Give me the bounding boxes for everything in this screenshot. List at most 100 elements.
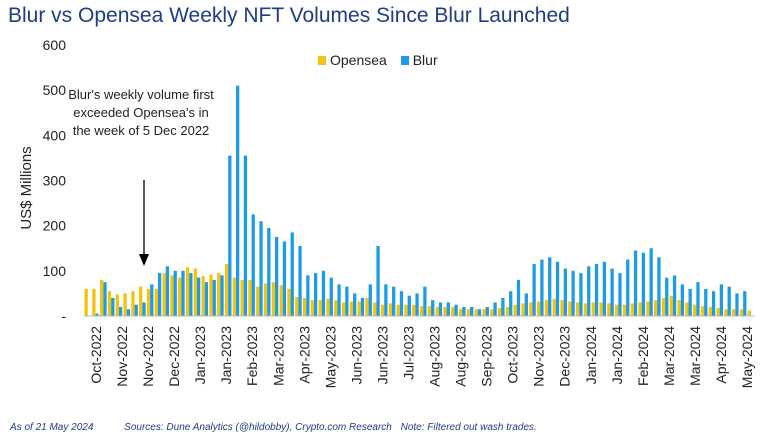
bar-opensea — [708, 306, 712, 316]
bar-opensea — [654, 300, 658, 316]
y-axis-label: US$ Millions — [18, 146, 35, 229]
y-tick-label: - — [61, 308, 66, 324]
bar-blur — [314, 273, 318, 316]
bar-blur — [399, 291, 404, 316]
bar-blur — [150, 284, 154, 316]
bar-blur — [360, 297, 365, 316]
bar-opensea — [576, 302, 580, 316]
bar-blur — [477, 309, 482, 316]
bar-blur — [509, 291, 513, 316]
bar-opensea — [201, 276, 205, 316]
bar-opensea — [693, 304, 697, 316]
bar-opensea — [380, 304, 385, 316]
bar-opensea — [521, 303, 525, 316]
bar-opensea — [599, 302, 603, 316]
x-tick-label: Aug-2023 — [453, 326, 469, 387]
bar-blur — [228, 155, 232, 316]
bar-blur — [657, 257, 661, 316]
x-tick-label: Mar-2024 — [661, 326, 677, 386]
legend-swatch-blur — [400, 56, 409, 65]
bar-opensea — [537, 301, 541, 316]
bar-opensea — [107, 291, 112, 316]
chart-canvas: US$ Millions - 100 200 300 400 500 600 Oct-2022 N… — [18, 37, 755, 388]
bar-blur — [321, 270, 326, 316]
bar-blur — [532, 264, 536, 316]
bar-opensea — [310, 300, 315, 316]
bar-opensea — [435, 306, 439, 316]
bar-opensea — [295, 297, 299, 316]
bar-blur — [196, 277, 201, 316]
chart-title: Blur vs Opensea Weekly NFT Volumes Since… — [8, 4, 570, 27]
bar-blur — [337, 284, 341, 316]
bar-blur — [259, 221, 263, 316]
x-tick-label: Aug-2023 — [427, 326, 443, 387]
bar-opensea — [615, 304, 619, 316]
bar-blur — [376, 245, 380, 316]
bar-blur — [204, 282, 209, 317]
bar-opensea — [552, 298, 556, 316]
bar-opensea — [544, 300, 549, 316]
bar-opensea — [458, 309, 463, 316]
y-tick-label: 200 — [43, 218, 67, 234]
bar-opensea — [232, 277, 236, 316]
bar-opensea — [451, 306, 455, 316]
bar-blur — [555, 261, 560, 316]
bar-blur — [563, 268, 567, 316]
bar-opensea — [146, 288, 151, 316]
x-tick-label: Jun-2023 — [348, 326, 364, 385]
bar-blur — [470, 306, 474, 316]
bar-opensea — [263, 283, 268, 316]
bar-opensea — [513, 304, 517, 316]
bar-opensea — [716, 307, 720, 316]
x-tick-label: Feb-2024 — [635, 326, 651, 386]
y-tick-label: 100 — [43, 263, 67, 279]
bar-blur — [423, 286, 427, 316]
bar-opensea — [427, 306, 432, 316]
x-tick-label: Jan-2024 — [583, 326, 599, 385]
bar-blur — [727, 286, 731, 316]
bar-opensea — [357, 301, 361, 316]
footer-note: Note: Filtered out wash trades. — [400, 422, 537, 433]
bar-opensea — [685, 302, 689, 316]
legend-swatch-opensea — [318, 56, 326, 65]
bar-blur — [368, 284, 372, 316]
bar-blur — [454, 304, 458, 316]
bar-blur — [641, 252, 645, 316]
x-tick-label: Oct-2022 — [88, 326, 104, 384]
bar-opensea — [661, 297, 666, 316]
bar-blur — [462, 306, 466, 316]
y-tick-label: 400 — [43, 127, 67, 143]
bar-blur — [587, 266, 591, 316]
bar-blur — [485, 306, 489, 316]
bar-opensea — [217, 273, 221, 316]
bar-opensea — [341, 302, 346, 316]
legend-item-opensea: Opensea — [318, 52, 387, 68]
bar-blur — [298, 245, 302, 316]
bar-opensea — [154, 288, 158, 316]
bar-opensea — [248, 279, 252, 316]
bar-blur — [719, 284, 724, 316]
x-tick-label: May-2024 — [739, 326, 755, 388]
bar-opensea — [739, 309, 744, 316]
bar-opensea — [669, 295, 673, 316]
y-tick-label: 500 — [43, 82, 67, 98]
bar-blur — [95, 313, 99, 316]
bar-blur — [353, 293, 357, 316]
bar-opensea — [732, 309, 736, 316]
bar-blur — [142, 302, 146, 316]
x-tick-label: Jan-2023 — [192, 326, 208, 385]
bar-opensea — [139, 286, 143, 316]
x-tick-label: Oct-2023 — [505, 326, 521, 384]
bar-opensea — [583, 303, 588, 316]
bar-blur — [704, 288, 708, 316]
bar-opensea — [505, 306, 510, 316]
bar-blur — [173, 270, 177, 316]
bar-opensea — [412, 304, 416, 316]
bar-blur — [157, 273, 162, 316]
bar-blur — [189, 273, 193, 316]
legend-item-blur: Blur — [400, 52, 438, 68]
bar-opensea — [490, 309, 494, 316]
bar-blur — [501, 297, 505, 316]
bar-blur — [165, 266, 170, 316]
x-tick-label: May-2023 — [322, 326, 338, 388]
